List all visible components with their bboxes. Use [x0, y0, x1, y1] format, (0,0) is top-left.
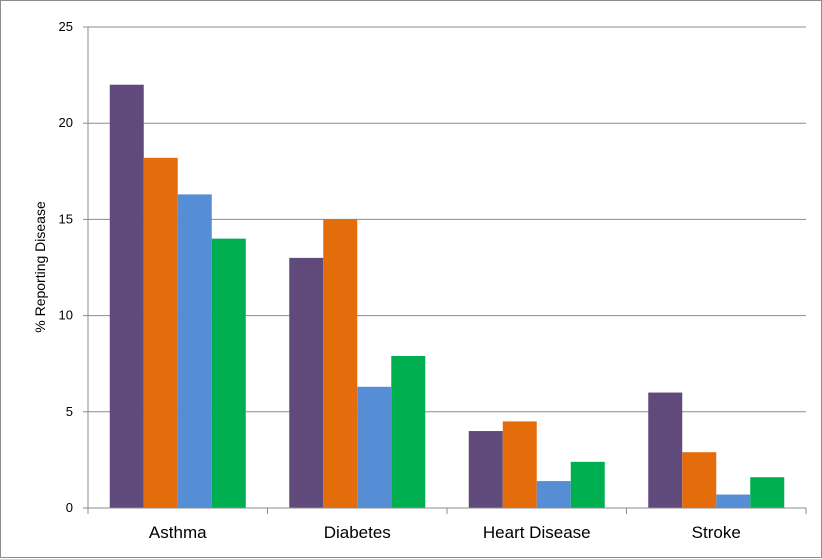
bar-stroke-series-4 [750, 477, 785, 508]
bar-stroke-series-3 [716, 494, 751, 508]
bars [109, 84, 785, 508]
y-tick-labels: 0 5 10 15 20 25 [59, 19, 88, 515]
y-tick-label: 20 [59, 115, 73, 130]
y-tick-label: 25 [59, 19, 73, 34]
bar-diabetes-series-2 [323, 219, 358, 508]
axes [87, 27, 807, 514]
x-tick-labels: Asthma Diabetes Heart Disease Stroke [149, 523, 741, 542]
bar-stroke-series-1 [648, 392, 683, 508]
bar-diabetes-series-3 [357, 386, 392, 508]
y-axis-title: % Reporting Disease [32, 201, 48, 333]
x-tick-label: Heart Disease [483, 523, 591, 542]
x-tick-label: Diabetes [324, 523, 391, 542]
bar-heart-disease-series-4 [570, 461, 605, 508]
x-tick-label: Stroke [692, 523, 741, 542]
x-tick-label: Asthma [149, 523, 207, 542]
bar-diabetes-series-1 [289, 257, 324, 508]
bar-heart-disease-series-3 [536, 481, 571, 508]
bar-heart-disease-series-1 [468, 431, 503, 508]
y-tick-label: 10 [59, 308, 73, 323]
y-tick-label: 15 [59, 211, 73, 226]
y-tick-label: 0 [66, 500, 73, 515]
bar-asthma-series-1 [109, 84, 144, 508]
bar-asthma-series-4 [211, 238, 246, 508]
bar-asthma-series-2 [143, 157, 178, 508]
bar-diabetes-series-4 [391, 356, 426, 508]
y-tick-label: 5 [66, 404, 73, 419]
bar-stroke-series-2 [682, 452, 717, 508]
bar-heart-disease-series-2 [502, 421, 537, 508]
bar-asthma-series-3 [177, 194, 212, 508]
